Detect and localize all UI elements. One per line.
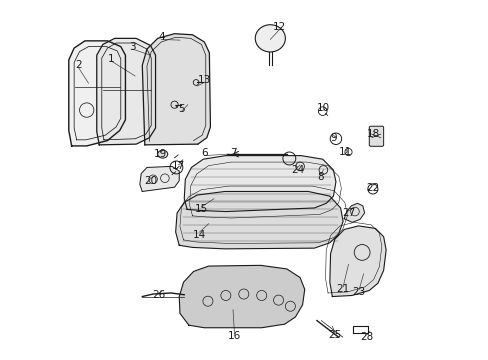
Text: 16: 16 [227,331,241,341]
FancyBboxPatch shape [368,126,383,146]
Text: 5: 5 [178,104,184,114]
Ellipse shape [158,150,167,158]
Ellipse shape [255,25,285,52]
Polygon shape [69,41,125,146]
Polygon shape [175,192,343,249]
Polygon shape [329,226,386,297]
Text: 25: 25 [327,330,341,340]
Polygon shape [344,203,364,222]
Text: 28: 28 [359,332,372,342]
Polygon shape [184,156,335,212]
Polygon shape [142,34,210,145]
Text: 24: 24 [290,165,304,175]
Text: 9: 9 [329,133,336,143]
Polygon shape [97,39,155,145]
Text: 14: 14 [193,230,206,239]
Text: 20: 20 [144,176,158,186]
Text: 26: 26 [152,291,165,301]
Text: 12: 12 [272,22,285,32]
Text: 19: 19 [153,149,166,159]
Text: 10: 10 [316,103,329,113]
Text: 1: 1 [107,54,114,64]
Text: 11: 11 [338,147,351,157]
Text: 4: 4 [158,32,164,41]
Polygon shape [140,166,179,192]
Text: 13: 13 [197,75,210,85]
Text: 3: 3 [129,42,136,51]
Text: 6: 6 [201,148,207,158]
Text: 18: 18 [366,129,380,139]
Text: 21: 21 [336,284,349,294]
Text: 27: 27 [342,208,355,218]
Polygon shape [179,265,304,328]
Text: 15: 15 [194,204,208,215]
Text: 2: 2 [75,60,82,70]
Text: 8: 8 [317,172,323,182]
Text: 22: 22 [366,183,379,193]
Text: 23: 23 [352,287,365,297]
Text: 7: 7 [229,148,236,158]
Text: 17: 17 [171,161,184,171]
